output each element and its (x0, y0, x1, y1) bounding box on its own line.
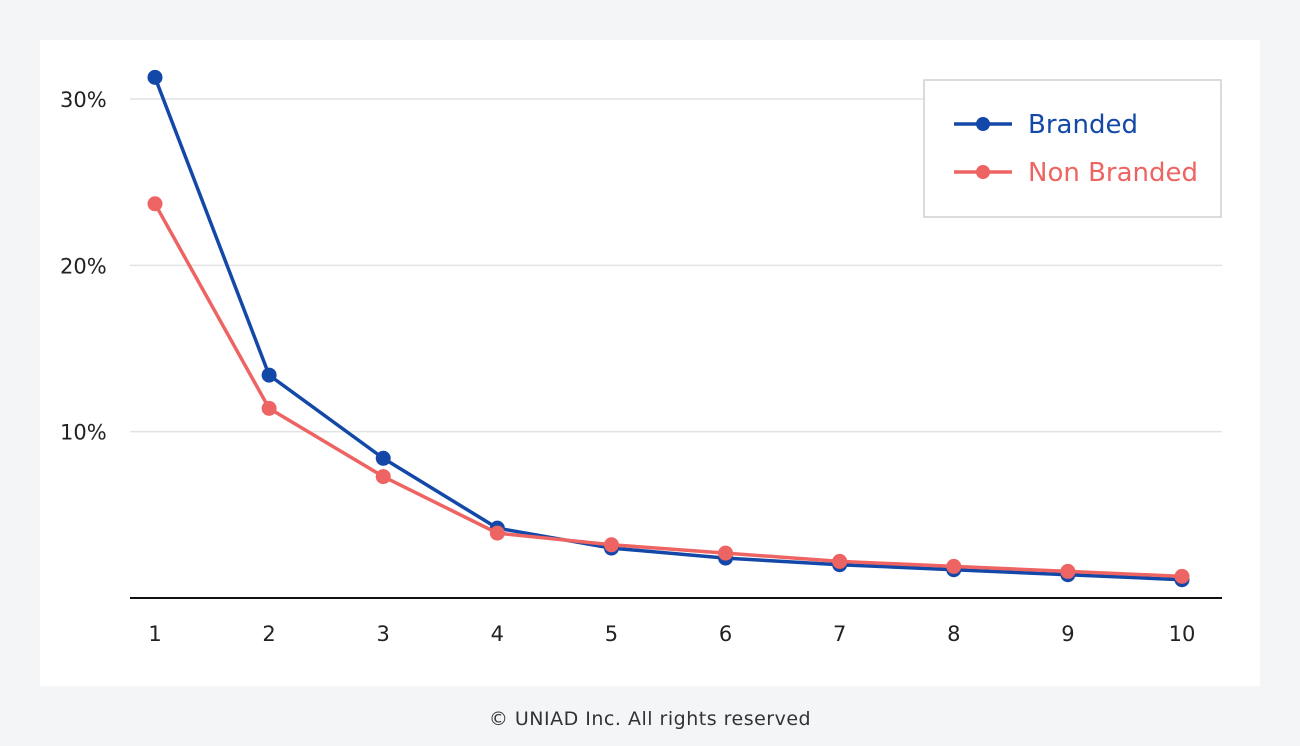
axes: 10% 20% 30% 1 2 3 4 5 6 7 8 9 10 (60, 88, 1222, 646)
data-point (375, 469, 391, 485)
data-point (261, 400, 277, 416)
data-point (375, 450, 391, 466)
copyright-footer: © UNIAD Inc. All rights reserved (488, 708, 812, 730)
chart-card: 10% 20% 30% 1 2 3 4 5 6 7 8 9 10 Branded Non Branded (40, 40, 1260, 686)
legend: Branded Non Branded (923, 79, 1222, 218)
data-point (147, 196, 163, 212)
series-non-branded (147, 196, 1190, 584)
data-point (832, 553, 848, 569)
data-point (261, 367, 277, 383)
x-tick-label: 10 (1169, 622, 1196, 646)
x-tick-label: 5 (605, 622, 618, 646)
data-point (147, 69, 163, 85)
legend-swatch-dot (976, 165, 990, 179)
series-line (153, 202, 1183, 579)
x-tick-label: 7 (833, 622, 846, 646)
legend-swatch-dot (976, 117, 990, 131)
y-tick-label: 20% (60, 254, 107, 278)
x-tick-label: 6 (719, 622, 732, 646)
series-line (153, 76, 1183, 582)
x-tick-label: 4 (491, 622, 504, 646)
legend-label: Non Branded (1028, 158, 1198, 188)
data-point (946, 558, 962, 574)
data-point (1060, 563, 1076, 579)
x-tick-label: 1 (148, 622, 161, 646)
data-point (603, 537, 619, 553)
legend-item: Non Branded (954, 158, 1198, 188)
y-tick-label: 10% (60, 421, 107, 445)
y-tick-label: 30% (60, 88, 107, 112)
legend-label: Branded (1028, 110, 1138, 140)
data-point (718, 545, 734, 561)
data-point (489, 525, 505, 541)
x-tick-label: 8 (947, 622, 960, 646)
data-point (1174, 568, 1190, 584)
x-tick-label: 9 (1061, 622, 1074, 646)
x-tick-label: 3 (377, 622, 390, 646)
x-tick-label: 2 (262, 622, 275, 646)
line-chart: 10% 20% 30% 1 2 3 4 5 6 7 8 9 10 Branded Non Branded (60, 69, 1222, 646)
legend-item: Branded (954, 110, 1138, 140)
series-layer (147, 69, 1190, 588)
legend-box (923, 79, 1222, 218)
